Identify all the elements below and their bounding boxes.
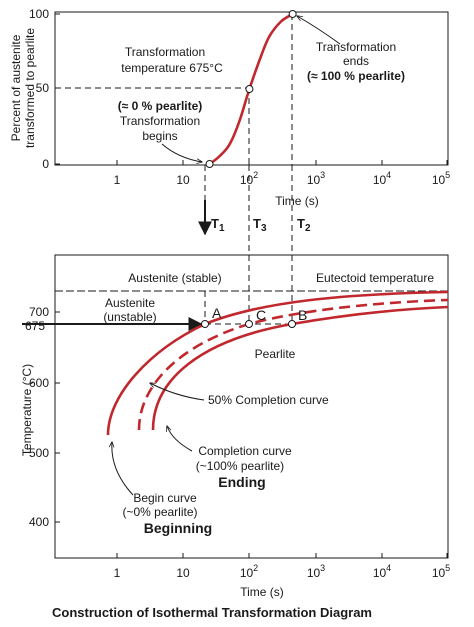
top-guides: [55, 14, 293, 165]
austenite-unstable-line2: (unstable): [103, 310, 156, 324]
top-xtick-10000: 104: [373, 170, 391, 187]
begins-arrow: [161, 143, 202, 162]
austenite-unstable-line1: Austenite: [105, 296, 155, 310]
svg-text:Percent of austenite: Percent of austenite: [9, 34, 23, 141]
end-point: [288, 10, 297, 18]
begins-line3: begins: [142, 129, 177, 143]
begin-curve: [106, 290, 449, 436]
top-xtick-1000: 103: [307, 170, 325, 187]
fifty-arrow: [150, 383, 205, 401]
bottom-xtick-1000: 103: [307, 563, 325, 580]
bottom-ytick-500: 500: [29, 446, 49, 460]
ends-line1: Transformation: [316, 40, 396, 54]
ends-arrow: [297, 16, 341, 45]
bottom-ytick-675: 675: [25, 319, 45, 333]
bottom-xtick-100000: 105: [432, 563, 450, 580]
begins-line1: (≈ 0 % pearlite): [118, 99, 203, 113]
bottom-xtick-10000: 104: [373, 563, 391, 580]
bottom-ylabel: Temperature (°C): [20, 364, 34, 456]
top-x-ticks: 1 10 102 103 104 105: [114, 160, 450, 187]
marker-t2: T2: [297, 216, 311, 234]
top-xtick-100000: 105: [432, 170, 450, 187]
austenite-stable-label: Austenite (stable): [128, 271, 221, 285]
pearlite-label: Pearlite: [255, 347, 296, 361]
marker-t3: T3: [253, 216, 267, 234]
bottom-plot-frame: [54, 254, 449, 559]
beginning-label: Beginning: [144, 520, 212, 536]
marker-t1: T1: [211, 216, 225, 234]
bottom-xtick-100: 102: [240, 563, 258, 580]
ends-line2: ends: [343, 54, 369, 68]
top-ytick-100: 100: [29, 7, 49, 21]
top-ytick-50: 50: [36, 81, 50, 95]
temp-label-line2: temperature 675°C: [121, 61, 223, 75]
ends-line3: (≈ 100 % pearlite): [307, 69, 405, 83]
top-y-ticks: 0 50 100: [29, 7, 60, 171]
point-b-label: B: [298, 307, 307, 323]
transformation-points: [205, 10, 297, 168]
bottom-xlabel: Time (s): [240, 585, 284, 599]
begin-point: [205, 160, 214, 168]
begin-line1: Begin curve: [133, 491, 197, 505]
top-xtick-100: 102: [240, 170, 258, 187]
connector-dashes: [204, 165, 293, 255]
top-xlabel: Time (s): [275, 194, 319, 208]
point-c-label: C: [256, 307, 266, 323]
completion-line2: (~100% pearlite): [196, 459, 284, 473]
top-ylabel: Percent of austenite transformed to pear…: [9, 28, 37, 148]
completion-line1: Completion curve: [198, 444, 292, 458]
eutectoid-label: Eutectoid temperature: [316, 271, 434, 285]
begin-arrow: [112, 442, 134, 496]
top-xtick-10: 10: [176, 173, 190, 187]
svg-text:transformed to pearlite: transformed to pearlite: [23, 28, 37, 148]
point-markers: [201, 320, 296, 328]
begins-line2: Transformation: [120, 114, 200, 128]
top-xtick-1: 1: [114, 173, 121, 187]
bottom-guides: [204, 255, 293, 324]
fifty-label: 50% Completion curve: [208, 393, 329, 407]
bottom-xtick-1: 1: [114, 566, 121, 580]
bottom-ytick-600: 600: [29, 376, 49, 390]
half-point: [245, 85, 254, 93]
bottom-ytick-700: 700: [29, 305, 49, 319]
begin-line2: (~0% pearlite): [122, 505, 197, 519]
bottom-xtick-10: 10: [176, 566, 190, 580]
ending-label: Ending: [218, 474, 265, 490]
figure-caption: Construction of Isothermal Transformatio…: [52, 605, 372, 620]
completion-curve: [151, 305, 449, 431]
temp-label-line1: Transformation: [125, 45, 205, 59]
point-a-label: A: [212, 305, 222, 321]
top-ytick-0: 0: [42, 157, 49, 171]
bottom-ytick-400: 400: [29, 515, 49, 529]
bottom-y-ticks: 700 600 500 400 675: [25, 305, 60, 529]
bottom-x-ticks: 1 10 102 103 104 105: [114, 553, 450, 580]
completion-arrow: [167, 426, 193, 452]
